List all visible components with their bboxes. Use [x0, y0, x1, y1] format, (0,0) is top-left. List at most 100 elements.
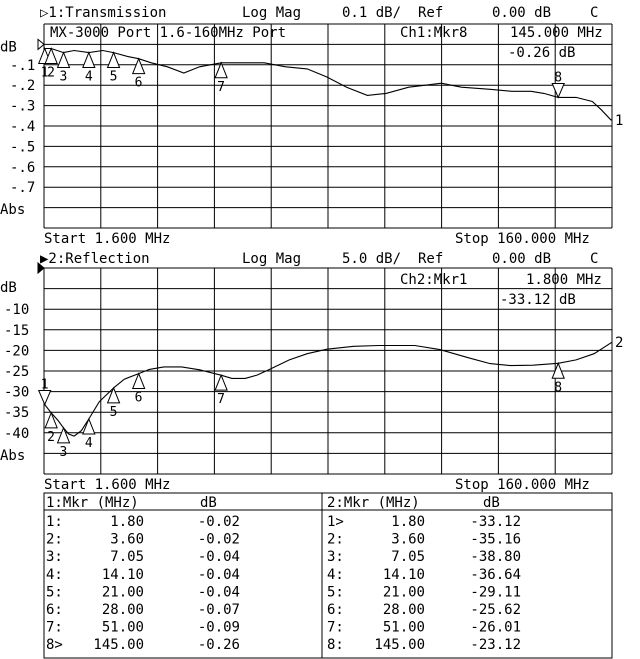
marker-row-db: -23.12 — [470, 637, 521, 653]
marker-icon — [56, 426, 71, 444]
trace-line — [44, 47, 612, 121]
y-tick-label: -40 — [4, 426, 29, 442]
marker-row-freq: 28.00 — [383, 602, 425, 618]
table-2-header-db: dB — [483, 495, 500, 511]
marker-row-freq: 145.00 — [374, 637, 425, 653]
marker-icon — [44, 411, 58, 429]
y-tick-label: -35 — [4, 405, 29, 421]
channel-1-marker-freq: 145.000 MHz — [510, 25, 603, 41]
y-tick-label: -.3 — [10, 99, 35, 115]
marker-row-freq: 7.05 — [110, 549, 144, 565]
marker-icon — [82, 417, 96, 435]
marker-icon — [131, 372, 146, 390]
marker-row-db: -0.04 — [198, 549, 240, 565]
channel-1-ref-label: Ref — [418, 5, 443, 21]
marker-row-freq: 14.10 — [102, 567, 144, 583]
channel-1-marker-label: Ch1:Mkr8 — [400, 25, 467, 41]
y-tick-label: -.4 — [10, 119, 35, 135]
marker-number: 2 — [47, 430, 55, 445]
active-marker-icon — [551, 82, 565, 99]
channel-2-marker-label: Ch2:Mkr1 — [400, 272, 467, 288]
active-marker-icon — [37, 389, 52, 406]
marker-table-frame — [43, 492, 613, 659]
table-1-header-mkr: 1:Mkr (MHz) — [46, 495, 139, 511]
channel-1-format: Log Mag — [242, 5, 301, 21]
channel-1-marker-value: -0.26 dB — [508, 45, 575, 61]
channel-2-title: ▶2:Reflection — [40, 251, 150, 267]
marker-row-freq: 14.10 — [383, 567, 425, 583]
marker-row-freq: 51.00 — [383, 620, 425, 636]
marker-row-db: -25.62 — [470, 602, 521, 618]
marker-number: 8 — [554, 380, 562, 395]
marker-row-id: 3: — [46, 549, 63, 565]
marker-icon — [56, 51, 71, 69]
marker-icon — [214, 373, 228, 391]
marker-row-id: 3: — [327, 549, 344, 565]
marker-number: 1 — [41, 377, 49, 392]
marker-row-freq: 145.00 — [93, 637, 144, 653]
marker-icon — [82, 51, 96, 69]
marker-row-freq: 1.80 — [391, 514, 425, 530]
y-tick-label: -10 — [4, 302, 29, 318]
channel-2-start: Start 1.600 MHz — [44, 477, 170, 493]
table-2-header-mkr: 2:Mkr (MHz) — [327, 495, 420, 511]
marker-number: 3 — [60, 70, 68, 85]
y-tick-label: -20 — [4, 343, 29, 359]
y-tick-label: -15 — [4, 323, 29, 339]
marker-number: 7 — [217, 392, 225, 407]
y-tick-label: -.6 — [10, 160, 35, 176]
channel-2-header: ▶2:Reflection Log Mag 5.0 dB/ Ref 0.00 d… — [40, 251, 598, 267]
marker-row-db: -0.26 — [198, 637, 240, 653]
marker-row-db: -36.64 — [470, 567, 521, 583]
y-axis-unit-label: Abs — [0, 202, 25, 218]
marker-row-id: 6: — [327, 602, 344, 618]
marker-number: 7 — [217, 80, 225, 95]
marker-row-freq: 21.00 — [383, 584, 425, 600]
y-tick-label: -.7 — [10, 180, 35, 196]
marker-row-db: -0.04 — [198, 567, 240, 583]
channel-2-flag: C — [590, 251, 598, 267]
channel-2-marker-freq: 1.800 MHz — [526, 272, 602, 288]
marker-row-id: 1: — [46, 514, 63, 530]
marker-row-id: 2: — [46, 532, 63, 548]
channel-1-scale: 0.1 dB/ — [342, 5, 401, 21]
trace-line — [43, 341, 613, 437]
marker-number: 6 — [135, 391, 143, 406]
y-tick-label: -.1 — [10, 58, 35, 74]
marker-number: 8 — [554, 70, 562, 85]
marker-row-id: 8: — [327, 637, 344, 653]
table-1-header-db: dB — [200, 495, 217, 511]
reference-position-icon — [37, 261, 45, 275]
marker-number: 4 — [85, 436, 93, 451]
marker-row-freq: 3.60 — [391, 532, 425, 548]
marker-icon — [106, 51, 121, 69]
marker-icon — [44, 47, 58, 64]
channel-2-stop: Stop 160.000 MHz — [455, 477, 590, 493]
marker-number: 5 — [110, 70, 118, 85]
marker-row-db: -0.04 — [198, 584, 240, 600]
marker-row-id: 5: — [46, 584, 63, 600]
channel-2-marker-value: -33.12 dB — [500, 292, 576, 308]
marker-row-freq: 3.60 — [110, 532, 144, 548]
marker-tables: 1:Mkr (MHz) dB 2:Mkr (MHz) dB 1: 1.80 -0.0… — [43, 492, 613, 659]
marker-row-id: 4: — [46, 567, 63, 583]
trace-end-label: 1 — [615, 113, 623, 129]
channel-2-annotations: Ch2:Mkr1 1.800 MHz -33.12 dB Start 1.600… — [44, 272, 602, 493]
channel-1-ref-value: 0.00 dB — [492, 5, 551, 21]
trace-end-label: 2 — [615, 335, 623, 351]
marker-row-freq: 51.00 — [102, 620, 144, 636]
marker-row-db: -33.12 — [470, 514, 521, 530]
marker-row-id: 7: — [46, 620, 63, 636]
marker-row-db: -0.02 — [198, 514, 240, 530]
marker-number: 5 — [110, 405, 118, 420]
marker-row-freq: 1.80 — [110, 514, 144, 530]
channel-1-annotations: MX-3000 Port 1.6-160MHz Port Ch1:Mkr8 14… — [44, 25, 603, 247]
marker-number: 6 — [135, 76, 143, 91]
channel-1-flag: C — [590, 5, 598, 21]
marker-number: 3 — [60, 445, 68, 460]
y-tick-label: -25 — [4, 364, 29, 380]
reference-position-icon — [37, 38, 45, 51]
